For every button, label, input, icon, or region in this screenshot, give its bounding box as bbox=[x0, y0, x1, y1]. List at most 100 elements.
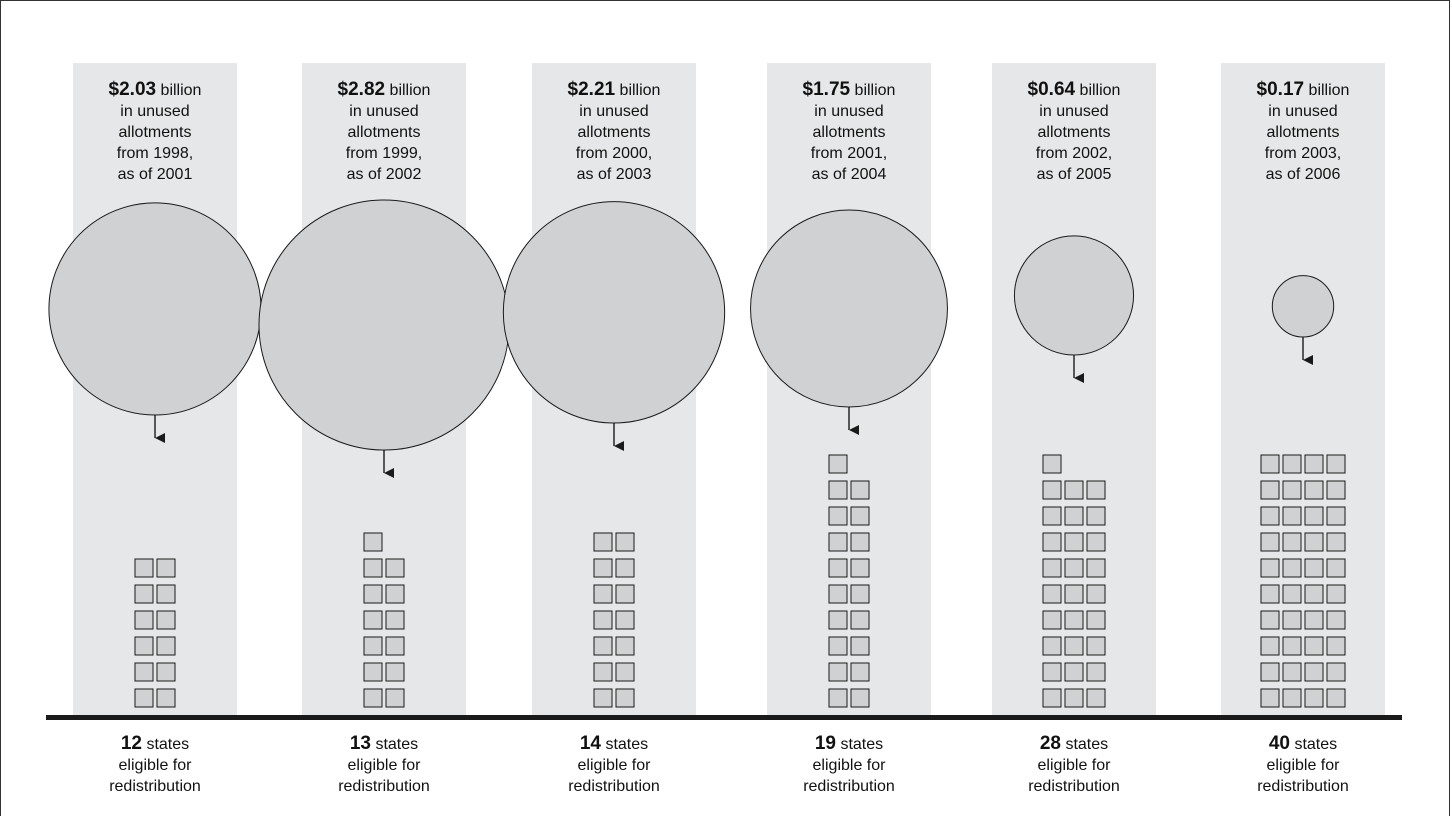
state-square bbox=[1086, 688, 1106, 708]
amount-value: $2.82 bbox=[337, 79, 386, 100]
state-square bbox=[1260, 636, 1280, 656]
amount-description: allotments bbox=[577, 124, 651, 141]
state-square bbox=[1260, 480, 1280, 500]
state-square bbox=[1260, 610, 1280, 630]
state-square bbox=[1042, 480, 1062, 500]
states-label: 28 states eligible for redistribution bbox=[984, 733, 1164, 797]
state-square bbox=[134, 662, 154, 682]
state-square bbox=[134, 610, 154, 630]
state-square bbox=[1282, 558, 1302, 578]
states-label: 12 states eligible for redistribution bbox=[65, 733, 245, 797]
states-count: 40 bbox=[1268, 733, 1290, 754]
state-square bbox=[1326, 558, 1346, 578]
state-square bbox=[1326, 636, 1346, 656]
states-description: redistribution bbox=[1257, 778, 1349, 795]
state-square bbox=[1042, 454, 1062, 474]
states-unit: states bbox=[1061, 736, 1109, 753]
state-square bbox=[1064, 636, 1084, 656]
state-square bbox=[1086, 532, 1106, 552]
state-square bbox=[363, 688, 383, 708]
value-bubble bbox=[1013, 235, 1135, 356]
state-square bbox=[1042, 688, 1062, 708]
state-square bbox=[1282, 610, 1302, 630]
state-square bbox=[1086, 506, 1106, 526]
amount-unit: billion bbox=[850, 82, 896, 99]
state-square bbox=[850, 662, 870, 682]
state-square bbox=[850, 480, 870, 500]
state-square bbox=[615, 584, 635, 604]
state-square bbox=[1064, 610, 1084, 630]
state-square bbox=[1042, 532, 1062, 552]
state-square bbox=[1326, 532, 1346, 552]
state-square bbox=[385, 688, 405, 708]
states-count: 14 bbox=[579, 733, 601, 754]
state-square bbox=[828, 636, 848, 656]
state-square bbox=[363, 532, 383, 552]
amount-label: $0.64 billion in unused allotments from 200… bbox=[984, 79, 1164, 185]
state-square bbox=[156, 662, 176, 682]
value-bubble bbox=[48, 202, 262, 416]
states-label: 19 states eligible for redistribution bbox=[759, 733, 939, 797]
state-square bbox=[1326, 454, 1346, 474]
state-square bbox=[593, 688, 613, 708]
amount-description: from 2002, bbox=[1035, 145, 1113, 162]
state-square bbox=[593, 532, 613, 552]
state-square bbox=[156, 636, 176, 656]
state-square bbox=[134, 558, 154, 578]
states-description: eligible for bbox=[347, 757, 421, 774]
state-square bbox=[828, 610, 848, 630]
state-square bbox=[1326, 610, 1346, 630]
amount-label: $0.17 billion in unused allotments from 200… bbox=[1213, 79, 1393, 185]
states-count: 28 bbox=[1039, 733, 1061, 754]
state-square bbox=[828, 506, 848, 526]
column-panel bbox=[1221, 63, 1385, 717]
amount-description: as of 2002 bbox=[346, 166, 422, 183]
state-square bbox=[850, 506, 870, 526]
state-square bbox=[1326, 662, 1346, 682]
states-description: redistribution bbox=[109, 778, 201, 795]
state-square bbox=[363, 584, 383, 604]
states-count: 13 bbox=[349, 733, 371, 754]
amount-unit: billion bbox=[615, 82, 661, 99]
state-square bbox=[156, 688, 176, 708]
state-square bbox=[1086, 558, 1106, 578]
state-square bbox=[593, 558, 613, 578]
state-square bbox=[1326, 506, 1346, 526]
value-bubble bbox=[502, 201, 726, 424]
state-square bbox=[615, 610, 635, 630]
state-square bbox=[1064, 584, 1084, 604]
state-square bbox=[615, 558, 635, 578]
state-square bbox=[134, 636, 154, 656]
state-square bbox=[828, 662, 848, 682]
amount-description: as of 2006 bbox=[1265, 166, 1341, 183]
state-square bbox=[134, 584, 154, 604]
value-bubble bbox=[258, 199, 510, 451]
baseline bbox=[46, 715, 1402, 720]
state-square bbox=[1260, 506, 1280, 526]
state-square bbox=[1086, 584, 1106, 604]
state-square bbox=[1086, 636, 1106, 656]
states-count: 12 bbox=[120, 733, 142, 754]
state-square bbox=[1260, 558, 1280, 578]
state-square bbox=[1282, 584, 1302, 604]
state-square bbox=[385, 636, 405, 656]
state-square bbox=[1304, 558, 1324, 578]
state-square bbox=[1304, 584, 1324, 604]
amount-label: $2.82 billion in unused allotments from 199… bbox=[294, 79, 474, 185]
state-square bbox=[615, 532, 635, 552]
states-description: eligible for bbox=[1037, 757, 1111, 774]
amount-description: in unused bbox=[1268, 103, 1338, 120]
state-square bbox=[1282, 636, 1302, 656]
states-description: redistribution bbox=[568, 778, 660, 795]
states-description: eligible for bbox=[118, 757, 192, 774]
state-square bbox=[1304, 532, 1324, 552]
amount-description: in unused bbox=[579, 103, 649, 120]
amount-label: $2.03 billion in unused allotments from 199… bbox=[65, 79, 245, 185]
state-square bbox=[385, 584, 405, 604]
state-square bbox=[1304, 636, 1324, 656]
states-description: redistribution bbox=[803, 778, 895, 795]
state-square bbox=[1042, 506, 1062, 526]
states-unit: states bbox=[142, 736, 190, 753]
state-square bbox=[1042, 610, 1062, 630]
